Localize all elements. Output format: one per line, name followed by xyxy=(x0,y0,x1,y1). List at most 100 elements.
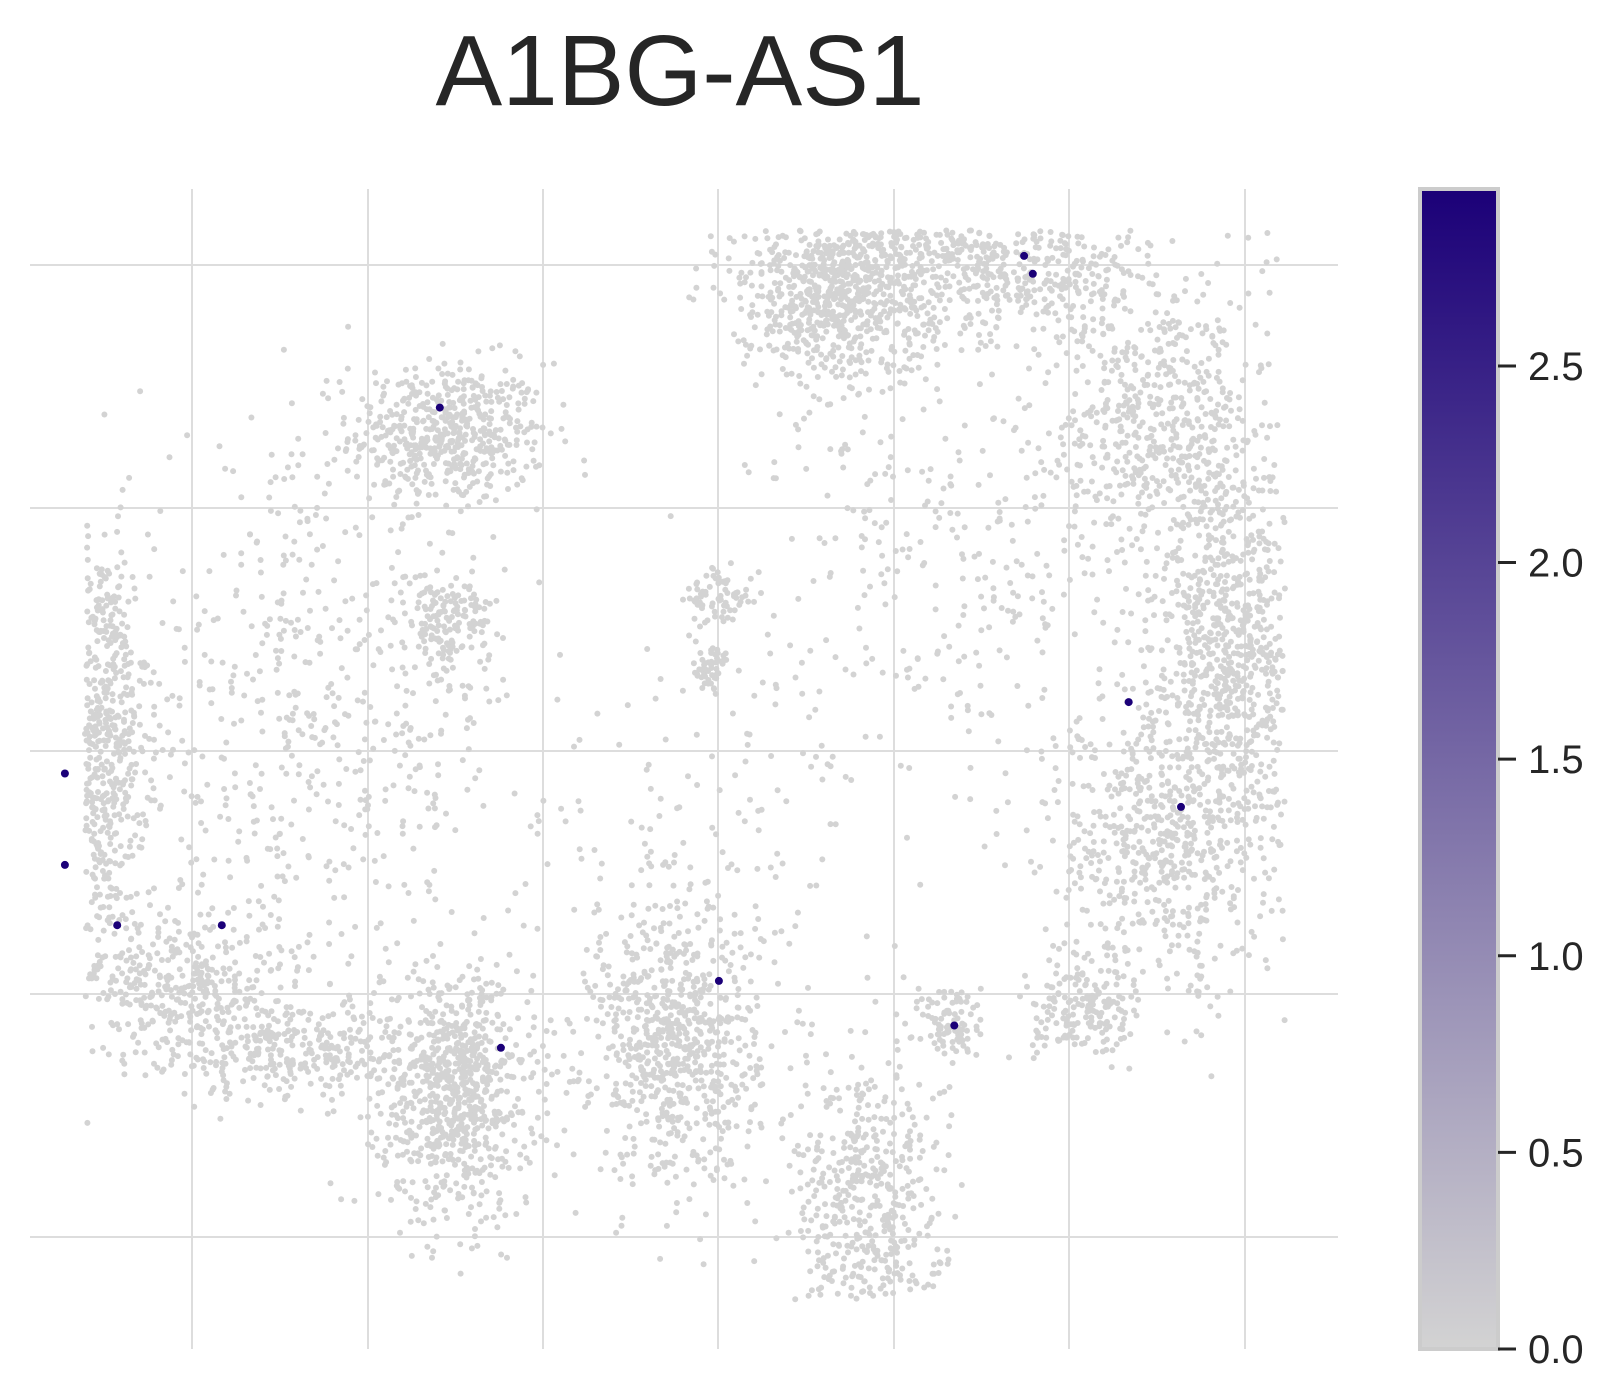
scatter-point xyxy=(820,1085,827,1092)
scatter-point xyxy=(354,1074,360,1081)
scatter-point xyxy=(223,949,230,956)
scatter-point xyxy=(936,297,943,304)
scatter-point xyxy=(107,884,114,891)
scatter-point xyxy=(333,1055,340,1062)
scatter-point xyxy=(131,712,138,719)
scatter-point xyxy=(97,578,104,585)
scatter-point xyxy=(304,939,311,946)
scatter-point xyxy=(749,309,756,316)
scatter-point xyxy=(439,1158,446,1165)
scatter-point xyxy=(443,614,450,621)
scatter-point xyxy=(644,646,651,652)
scatter-point xyxy=(107,979,114,986)
scatter-point xyxy=(379,424,386,431)
scatter-point xyxy=(483,493,490,500)
scatter-point xyxy=(683,1030,690,1036)
scatter-point xyxy=(484,475,491,482)
scatter-point xyxy=(85,587,92,594)
scatter-point xyxy=(676,1043,683,1049)
scatter-point xyxy=(460,450,467,456)
scatter-point xyxy=(156,722,163,729)
scatter-point xyxy=(832,821,839,828)
scatter-point xyxy=(863,933,870,940)
scatter-point xyxy=(396,422,403,429)
scatter-point xyxy=(288,752,295,759)
scatter-point xyxy=(643,1118,650,1125)
scatter-point xyxy=(416,1123,423,1130)
scatter-point xyxy=(115,965,122,972)
scatter-point xyxy=(431,1189,438,1196)
scatter-point xyxy=(315,1021,322,1028)
scatter-point xyxy=(958,1008,965,1015)
scatter-point xyxy=(141,664,148,671)
scatter-point xyxy=(424,879,431,886)
scatter-point xyxy=(339,1001,346,1008)
scatter-point xyxy=(433,437,440,444)
scatter-point xyxy=(258,990,265,997)
scatter-point xyxy=(452,625,459,632)
scatter-point xyxy=(384,378,390,385)
scatter-point xyxy=(495,1156,502,1163)
scatter-point xyxy=(383,1023,390,1030)
scatter-point xyxy=(110,803,117,810)
scatter-point xyxy=(819,335,826,342)
scatter-point xyxy=(799,1020,806,1027)
scatter-point xyxy=(598,860,605,867)
scatter-point xyxy=(712,1108,719,1115)
scatter-point xyxy=(640,945,647,952)
scatter-point xyxy=(300,1008,307,1015)
scatter-point xyxy=(964,1027,970,1034)
scatter-point xyxy=(941,1050,948,1057)
scatter-point xyxy=(941,1167,948,1174)
scatter-point xyxy=(613,1080,620,1087)
scatter-point xyxy=(388,1196,394,1203)
scatter-point xyxy=(272,834,279,841)
scatter-point xyxy=(496,1205,503,1212)
scatter-point xyxy=(676,1030,683,1037)
scatter-point xyxy=(904,834,910,841)
scatter-point xyxy=(694,1048,701,1055)
scatter-point xyxy=(257,1102,264,1108)
scatter-point xyxy=(627,1081,634,1088)
scatter-point xyxy=(495,697,502,704)
scatter-point xyxy=(98,761,105,768)
scatter-point xyxy=(973,1051,980,1058)
scatter-point xyxy=(125,1021,132,1028)
scatter-point xyxy=(128,782,135,789)
scatter-point xyxy=(135,929,142,936)
scatter-point xyxy=(734,992,741,999)
scatter-point xyxy=(623,949,630,956)
scatter-point xyxy=(654,1009,661,1016)
scatter-point xyxy=(346,992,353,999)
scatter-point xyxy=(636,1039,643,1046)
scatter-point xyxy=(506,1026,513,1033)
scatter-point xyxy=(742,954,749,961)
scatter-point xyxy=(482,1134,489,1141)
scatter-point xyxy=(478,1039,485,1046)
scatter-point xyxy=(525,1032,532,1039)
scatter-point xyxy=(169,953,176,960)
scatter-point xyxy=(120,801,127,808)
scatter-point xyxy=(481,605,488,612)
scatter-point xyxy=(710,957,717,964)
scatter-point xyxy=(872,1232,879,1239)
scatter-point xyxy=(536,462,543,469)
scatter-point xyxy=(457,359,464,366)
scatter-point xyxy=(95,789,101,795)
scatter-point xyxy=(326,919,333,926)
scatter-point xyxy=(469,568,476,575)
scatter-point xyxy=(453,1180,460,1187)
scatter-point xyxy=(731,911,738,918)
scatter-point xyxy=(85,619,92,626)
scatter-point xyxy=(690,1181,697,1188)
scatter-point xyxy=(465,1111,472,1118)
scatter-point xyxy=(462,607,469,614)
scatter-point xyxy=(470,426,476,432)
scatter-point xyxy=(439,340,446,347)
scatter-point xyxy=(591,909,598,916)
scatter-point xyxy=(482,1017,489,1024)
scatter-point xyxy=(890,1099,897,1106)
scatter-point xyxy=(171,936,178,943)
scatter-point xyxy=(356,812,363,819)
scatter-point xyxy=(280,346,287,353)
